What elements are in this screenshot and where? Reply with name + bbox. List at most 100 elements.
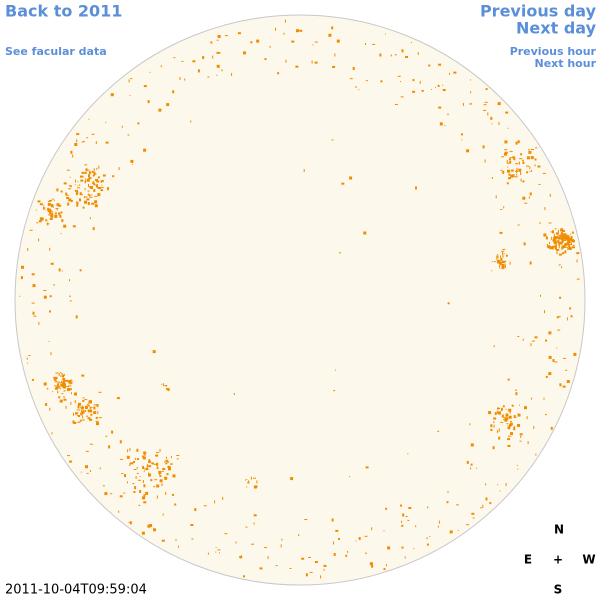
facula [51, 198, 54, 200]
facula [57, 383, 60, 387]
facula [349, 476, 351, 478]
facula [93, 168, 95, 172]
facula [491, 177, 493, 179]
previous-day-link[interactable]: Previous day [480, 2, 597, 21]
facula [221, 69, 223, 72]
facula [49, 310, 51, 313]
facula [176, 455, 180, 456]
facula [107, 187, 109, 191]
facula [365, 80, 368, 82]
facula [267, 556, 269, 560]
facula [37, 200, 41, 203]
facula [80, 471, 82, 473]
facula [400, 81, 401, 83]
facula [116, 397, 120, 400]
facula [65, 405, 67, 409]
facula [509, 424, 512, 427]
facula [497, 102, 501, 106]
facula [535, 147, 538, 149]
facula [85, 450, 89, 452]
facula [132, 163, 134, 165]
facula [164, 476, 168, 480]
facula [519, 404, 520, 406]
previous-hour-link[interactable]: Previous hour [510, 45, 597, 58]
facula [61, 380, 62, 383]
facula [175, 538, 177, 541]
facula [149, 71, 151, 73]
facula [88, 174, 90, 176]
facula [358, 537, 361, 540]
facula [94, 200, 98, 204]
facula [148, 460, 152, 463]
facula [69, 176, 71, 178]
facula [333, 553, 336, 556]
facula [562, 385, 566, 388]
facula [87, 409, 91, 412]
facula [408, 507, 412, 509]
facula [517, 413, 521, 417]
facula [331, 26, 334, 30]
facula [466, 149, 470, 153]
facula [233, 393, 235, 395]
facula [66, 388, 70, 391]
facula [239, 557, 241, 559]
facula [77, 415, 79, 417]
facula [217, 549, 221, 551]
facula [559, 296, 562, 299]
facula [555, 232, 559, 235]
facula [556, 251, 558, 254]
facula [89, 217, 91, 220]
facula [64, 379, 66, 382]
next-day-link[interactable]: Next day [516, 19, 597, 38]
facula [565, 236, 569, 240]
facula [405, 515, 408, 517]
facula [529, 170, 531, 172]
facula [55, 207, 59, 209]
facula [63, 386, 66, 389]
facula [531, 169, 533, 172]
facula [400, 96, 404, 98]
facula [67, 455, 70, 457]
facula [146, 466, 148, 470]
facula [164, 461, 165, 463]
facula [54, 212, 57, 215]
facula [142, 456, 146, 460]
facula [501, 414, 504, 418]
facula [240, 555, 242, 557]
facula [308, 556, 311, 558]
back-link[interactable]: Back to 2011 [5, 2, 122, 21]
facula [571, 231, 574, 234]
facula [86, 404, 89, 406]
facula [133, 491, 136, 493]
facula [364, 552, 367, 554]
facula [52, 391, 54, 393]
facula [63, 396, 65, 398]
facula [496, 259, 500, 263]
facula [89, 194, 91, 198]
facula [504, 151, 508, 154]
facula [119, 440, 122, 444]
facula [453, 71, 457, 74]
facula [58, 373, 60, 376]
facula [485, 483, 487, 486]
facula [347, 550, 349, 553]
facula [548, 222, 552, 224]
facula [507, 162, 510, 164]
facula [522, 180, 525, 183]
facula [111, 430, 114, 434]
facula [538, 184, 541, 185]
facula [470, 443, 474, 447]
facula [552, 359, 555, 362]
next-hour-link[interactable]: Next hour [535, 57, 597, 70]
facular-link[interactable]: See facular data [5, 45, 107, 58]
facula [522, 162, 525, 164]
facula [355, 86, 357, 88]
facula [530, 156, 534, 160]
facula [561, 239, 564, 242]
facula [503, 260, 507, 262]
facula [501, 263, 505, 266]
facula [91, 182, 93, 184]
facula [127, 134, 130, 136]
facula [31, 273, 35, 276]
